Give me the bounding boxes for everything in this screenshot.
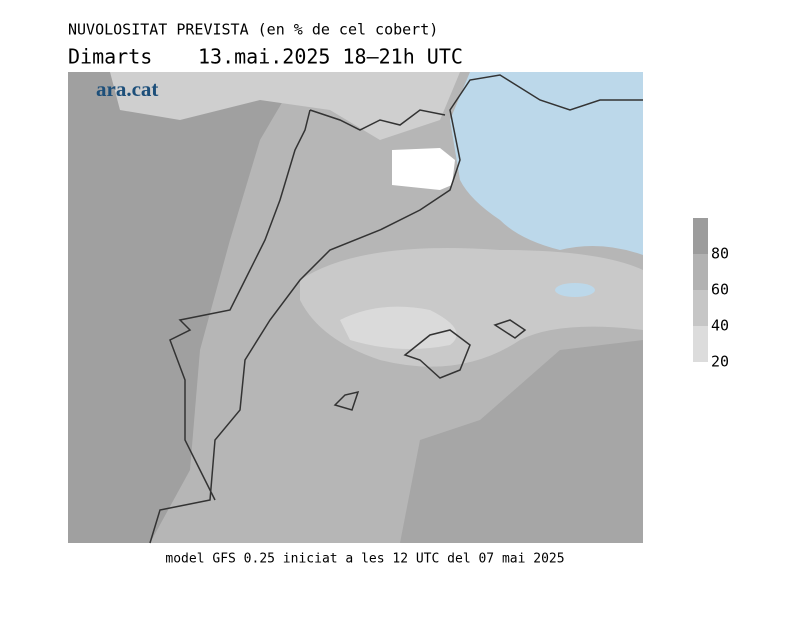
colorbar: 20 40 60 80 — [693, 218, 729, 371]
footer: model GFS 0.25 iniciat a les 12 UTC del … — [165, 552, 564, 567]
sea-area — [450, 72, 643, 255]
clear-area — [392, 148, 455, 190]
colorbar-segment — [693, 218, 708, 254]
colorbar-label: 60 — [711, 281, 729, 299]
colorbar-label: 20 — [711, 353, 729, 371]
cloud-area — [68, 72, 300, 543]
title: NUVOLOSITAT PREVISTA (en % de cel cobert… — [68, 21, 438, 39]
colorbar-label: 80 — [711, 245, 729, 263]
colorbar-segment — [693, 326, 708, 362]
coastline — [149, 74, 643, 544]
cloud-area — [400, 340, 643, 543]
day: Dimarts — [68, 45, 152, 69]
cloud-area — [340, 306, 457, 349]
colorbar-segment — [693, 254, 708, 290]
sea-area — [555, 283, 595, 297]
colorbar-segment — [693, 290, 708, 326]
map: ara.cat — [68, 72, 643, 544]
date: 13.mai.2025 18–21h UTC — [198, 45, 463, 69]
colorbar-label: 40 — [711, 317, 729, 335]
logo: ara.cat — [96, 77, 158, 101]
